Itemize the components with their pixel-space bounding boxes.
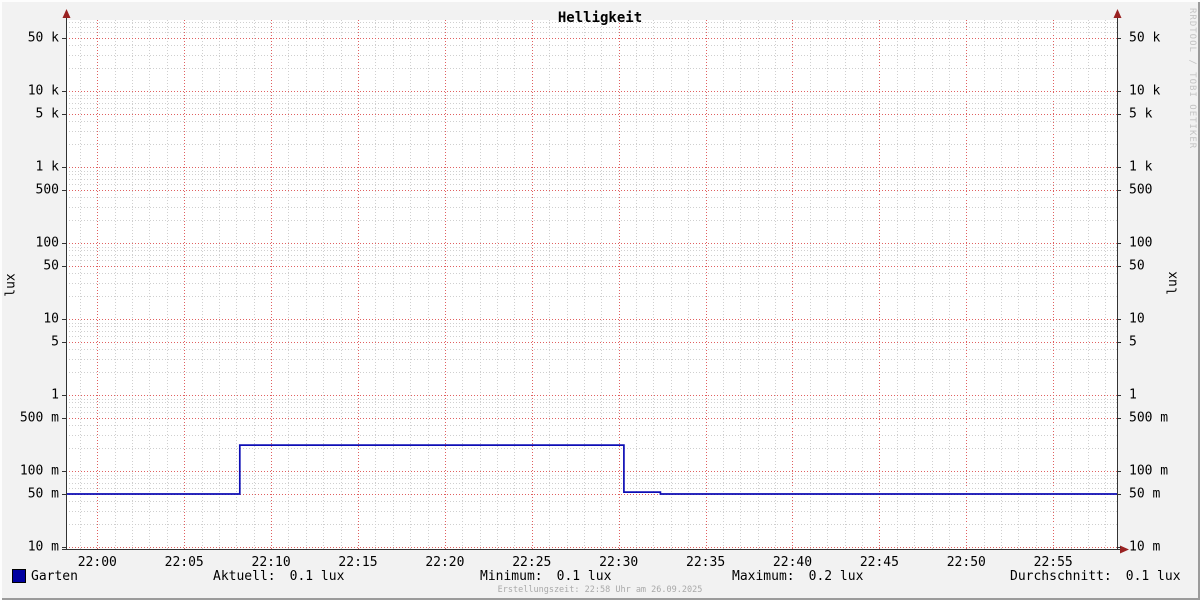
stat-minimum-label: Minimum:	[480, 569, 543, 584]
y-tick-label-right: 10 k	[1129, 83, 1161, 99]
x-tick-label: 22:00	[77, 555, 117, 570]
x-tick-label: 22:55	[1033, 555, 1073, 570]
legend-row: Garten Aktuell: 0.1 lux Minimum: 0.1 lux M…	[0, 568, 1200, 584]
x-tick-label: 22:05	[164, 555, 204, 570]
x-tick-label: 22:40	[772, 555, 813, 570]
stat-durchschnitt-value: 0.1 lux	[1125, 569, 1181, 584]
y-tick-label-left: 50 m	[27, 486, 59, 502]
creation-timestamp: Erstellungszeit: 22:58 Uhr am 26.09.2025	[497, 585, 703, 595]
stat-minimum: Minimum: 0.1 lux	[480, 569, 611, 584]
y-tick-label-left: 50 k	[27, 30, 59, 46]
y-tick-label-left: 5	[51, 334, 59, 350]
stat-durchschnitt-label: Durchschnitt:	[1010, 569, 1112, 584]
x-axis-arrow	[1120, 545, 1129, 554]
stat-aktuell-value: 0.1 lux	[289, 569, 345, 584]
y-tick-label-left: 10	[43, 311, 59, 327]
y-tick-label-right: 1 k	[1129, 159, 1153, 175]
y-tick-label-right: 100	[1129, 235, 1153, 251]
stat-durchschnitt: Durchschnitt: 0.1 lux	[1010, 569, 1181, 584]
y-tick-label-left: 500	[35, 182, 59, 198]
stat-maximum-value: 0.2 lux	[808, 569, 864, 584]
y-tick-label-left: 10 k	[27, 83, 59, 99]
x-tick-label: 22:20	[425, 555, 465, 570]
y-axis-arrow-right	[1113, 9, 1122, 18]
legend-series-label: Garten	[31, 569, 78, 584]
series-line-garten	[66, 444, 1117, 495]
y-tick-label-left: 1 k	[35, 159, 59, 175]
rrdtool-watermark: RRDTOOL / TOBI OETIKER	[1187, 8, 1197, 150]
y-tick-label-left: 1	[51, 387, 59, 403]
y-tick-label-right: 10	[1129, 311, 1145, 327]
x-tick-label: 22:10	[251, 555, 291, 570]
stat-maximum: Maximum: 0.2 lux	[732, 569, 863, 584]
y-axis-unit-right: lux	[1165, 271, 1181, 295]
y-tick-label-right: 500 m	[1129, 410, 1169, 426]
legend-color-swatch	[12, 569, 26, 583]
y-tick-label-right: 500	[1129, 182, 1153, 198]
y-tick-label-left: 100	[35, 235, 59, 251]
stat-maximum-label: Maximum:	[732, 569, 795, 584]
x-tick-label: 22:45	[859, 555, 899, 570]
x-tick-label: 22:15	[338, 555, 378, 570]
x-tick-label: 22:25	[512, 555, 552, 570]
y-axis-arrow-left	[62, 9, 71, 18]
stat-minimum-value: 0.1 lux	[556, 569, 612, 584]
y-tick-label-right: 100 m	[1129, 463, 1169, 479]
x-tick-label: 22:30	[599, 555, 639, 570]
x-tick-label: 22:35	[686, 555, 726, 570]
y-tick-label-right: 10 m	[1129, 539, 1161, 555]
y-tick-label-left: 50	[43, 258, 59, 274]
y-axis-unit-left: lux	[3, 273, 19, 297]
y-tick-label-left: 100 m	[19, 463, 59, 479]
stat-aktuell-label: Aktuell:	[213, 569, 276, 584]
y-tick-label-left: 10 m	[27, 539, 59, 555]
page-title: Helligkeit	[557, 10, 643, 26]
y-tick-label-right: 50 k	[1129, 30, 1161, 46]
y-tick-label-right: 5	[1129, 334, 1137, 350]
stat-aktuell: Aktuell: 0.1 lux	[213, 569, 344, 584]
y-tick-label-left: 5 k	[35, 106, 59, 122]
y-tick-label-right: 5 k	[1129, 106, 1153, 122]
plot-area	[66, 20, 1117, 549]
y-tick-label-right: 50 m	[1129, 486, 1161, 502]
y-tick-label-left: 500 m	[19, 410, 59, 426]
x-tick-label: 22:50	[946, 555, 986, 570]
y-tick-label-right: 1	[1129, 387, 1137, 403]
y-tick-label-right: 50	[1129, 258, 1145, 274]
